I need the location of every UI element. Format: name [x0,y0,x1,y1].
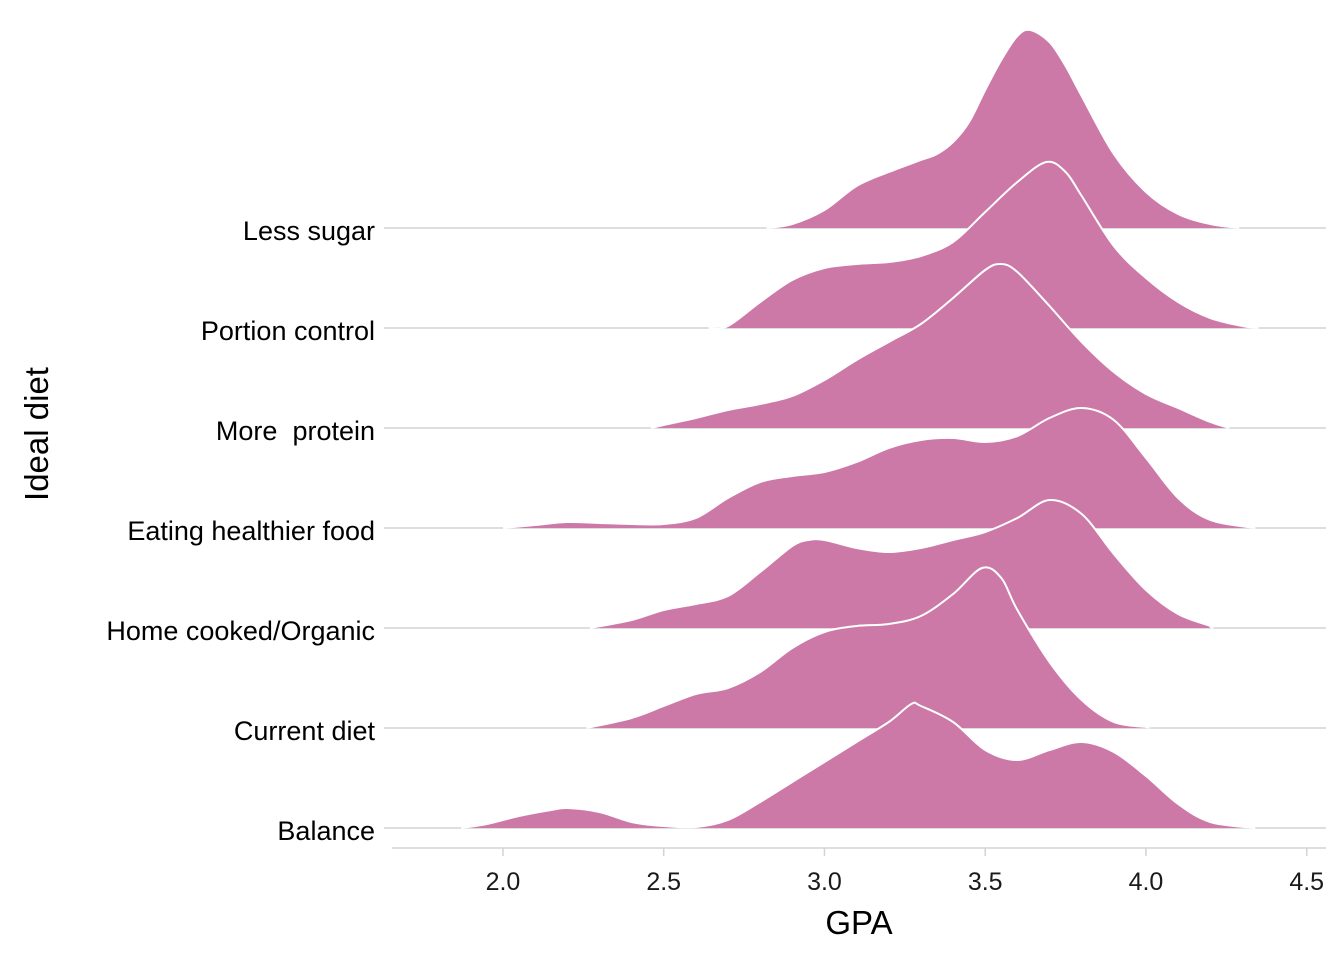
y-axis-title: Ideal diet [18,367,55,501]
ridge-outline-4 [589,498,1214,629]
ridge-fill-3 [503,407,1256,528]
x-tick-label: 4.5 [1289,868,1324,896]
y-tick-label: Eating healthier food [127,516,375,546]
x-tick-label: 4.0 [1129,868,1164,896]
y-tick-label: More protein [216,416,375,446]
ridge-outline-5 [586,566,1151,729]
ridge-outline-1 [708,160,1259,330]
x-tick-label: 3.0 [807,868,842,896]
x-tick-label: 3.5 [968,868,1003,896]
ridge-fill-6 [461,702,1256,828]
ridge-fill-5 [586,567,1150,728]
ridge-outline-2 [650,262,1230,429]
x-axis-ticks: 2.0 2.5 3.0 3.5 4.0 4.5 [486,848,1324,896]
ridge-outline-6 [461,701,1256,829]
y-axis-labels: Less sugar Portion control More protein Eat… [106,216,375,846]
ridge-outline-0 [766,28,1240,229]
y-tick-label: Less sugar [243,216,375,246]
y-tick-label: Home cooked/Organic [106,616,375,646]
x-tick-label: 2.0 [486,868,521,896]
ridge-fill-0 [766,29,1240,228]
y-tick-label: Current diet [234,716,376,746]
ridge-fill-1 [708,161,1259,329]
ridges-layer [384,28,1326,829]
x-tick-label: 2.5 [646,868,681,896]
ridge-fill-2 [650,263,1230,428]
y-tick-label: Balance [277,816,375,846]
ridge-fill-4 [589,499,1213,628]
y-tick-label: Portion control [201,316,375,346]
x-axis-title: GPA [825,904,892,941]
ridge-outline-3 [502,406,1256,529]
